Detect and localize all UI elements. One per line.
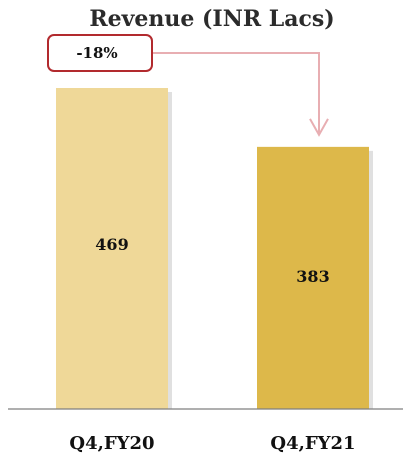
change-annotation-box [47,34,153,72]
x-tick-labels-layer: Q4,FY20 Q4,FY21 [69,433,355,454]
bar-value-label: 469 [95,235,128,254]
change-annotation-text: -18% [76,44,117,62]
change-arrow-head [309,118,329,137]
bar-values-layer: 469 383 [95,235,329,286]
change-arrow-line [152,52,320,135]
x-tick-label: Q4,FY20 [69,433,154,454]
bar-q4-fy21 [257,146,369,410]
x-tick-label: Q4,FY21 [270,433,355,454]
chart-title: Revenue (INR Lacs) [89,6,334,32]
bar-value-label: 383 [296,267,329,286]
bars-layer [56,88,373,410]
bar-q4-fy20 [56,88,168,409]
